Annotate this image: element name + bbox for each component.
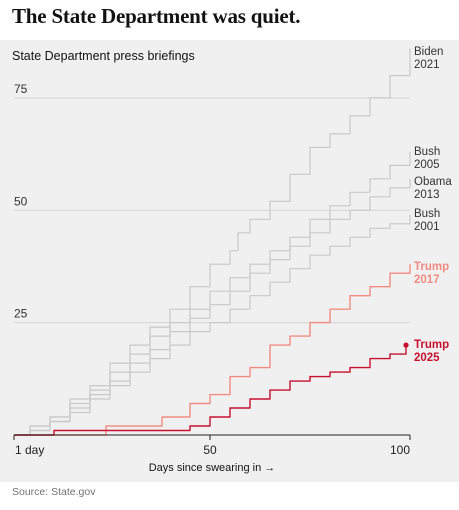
series-line-trump-2017 [14, 264, 411, 436]
series-line-obama-2013 [14, 178, 411, 436]
series-label-trump-2017: Trump [414, 261, 449, 273]
series-line-bush-2005 [14, 151, 411, 436]
chart-panel: State Department press briefings 25 50 75 … [0, 40, 459, 482]
series-label-year-obama-2013: 2013 [414, 189, 440, 201]
series-label-year-trump-2017: 2017 [414, 274, 440, 286]
series-label-year-bush-2001: 2001 [414, 221, 440, 233]
y-tick-label: 25 [14, 307, 28, 321]
series-label-bush-2001: Bush [414, 208, 440, 220]
chart: State Department press briefings 255075 … [12, 46, 452, 474]
series-label-obama-2013: Obama [414, 176, 452, 188]
series-label-bush-2005: Bush [414, 146, 440, 158]
series-line-bush-2001 [14, 214, 411, 436]
x-tick-label: 1 day [15, 443, 44, 457]
headline: The State Department was quiet. [12, 4, 301, 28]
series-label-year-bush-2005: 2005 [414, 159, 440, 171]
y-tick-label: 50 [14, 194, 28, 208]
x-tick-label: 50 [203, 443, 217, 457]
source-note: Source: State.gov [12, 486, 96, 498]
series-label-year-trump-2025: 2025 [414, 352, 440, 364]
series-label-trump-2025: Trump [414, 339, 449, 351]
x-tick-label: 100 [390, 443, 410, 457]
y-tick-label: 75 [14, 82, 28, 96]
end-dot-trump-2025 [403, 342, 409, 348]
series-label-biden-2021: Biden [414, 46, 443, 58]
chart-title: State Department press briefings [12, 49, 195, 63]
x-axis-title: Days since swearing in → [149, 462, 276, 474]
series-label-year-biden-2021: 2021 [414, 59, 440, 71]
series-line-trump-2025 [14, 345, 407, 436]
